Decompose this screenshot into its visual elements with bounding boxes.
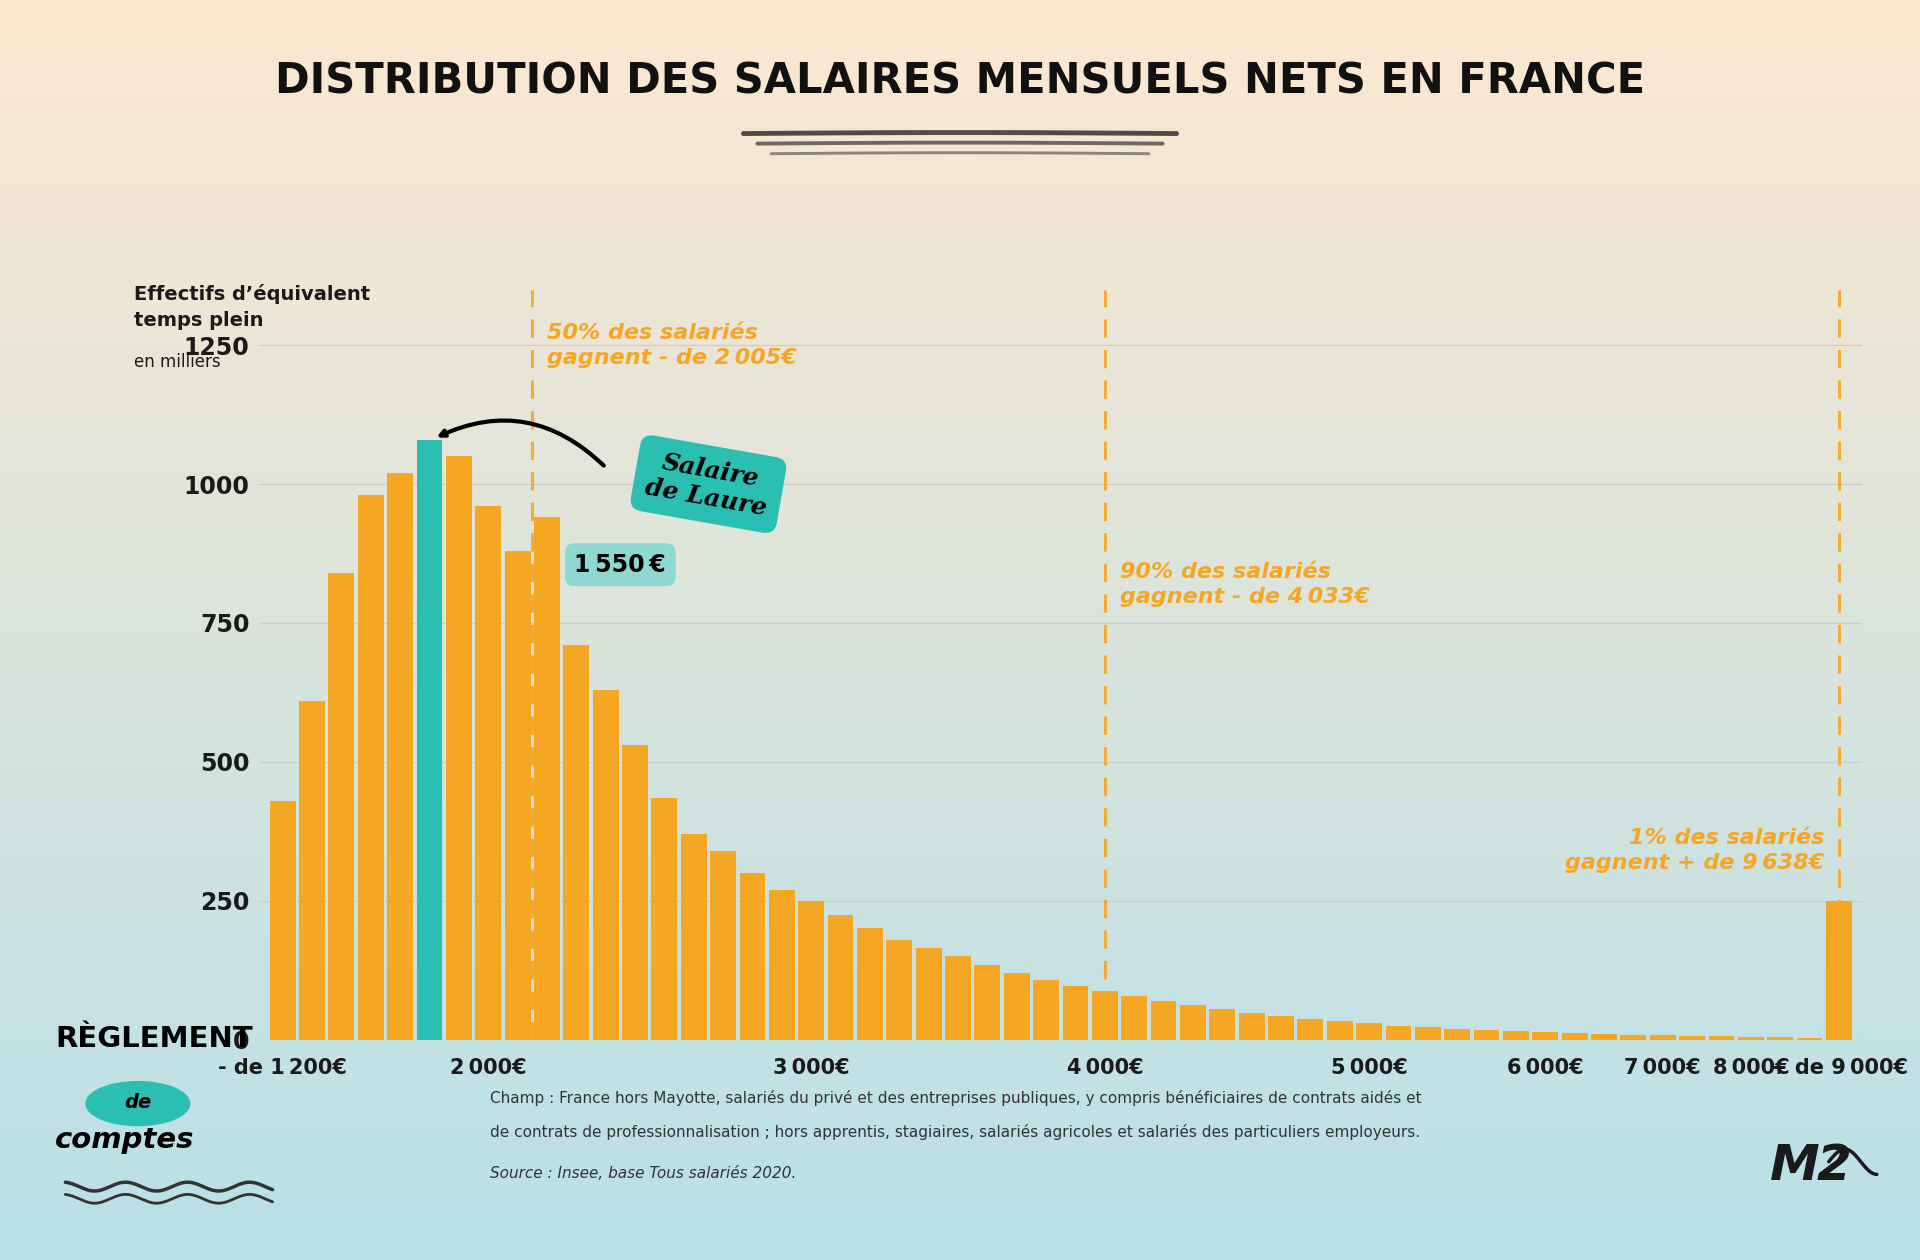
- Text: RÈGLEMENT: RÈGLEMENT: [56, 1026, 253, 1053]
- Bar: [828, 915, 854, 1040]
- Bar: [1766, 1037, 1793, 1040]
- Bar: [505, 551, 530, 1040]
- Bar: [1649, 1034, 1676, 1040]
- Bar: [1620, 1034, 1645, 1040]
- Bar: [1592, 1034, 1617, 1040]
- Bar: [357, 495, 384, 1040]
- Bar: [1150, 1000, 1177, 1040]
- Bar: [768, 890, 795, 1040]
- Bar: [1356, 1023, 1382, 1040]
- Bar: [1444, 1029, 1471, 1039]
- Bar: [1238, 1013, 1265, 1040]
- Bar: [1797, 1038, 1822, 1040]
- Bar: [739, 873, 766, 1040]
- Bar: [1680, 1036, 1705, 1040]
- Text: Source : Insee, base Tous salariés 2020.: Source : Insee, base Tous salariés 2020.: [490, 1166, 797, 1181]
- Bar: [622, 745, 647, 1040]
- Bar: [1210, 1009, 1235, 1040]
- Bar: [945, 956, 972, 1040]
- Bar: [1033, 980, 1060, 1040]
- Bar: [1532, 1032, 1559, 1039]
- Bar: [1826, 901, 1851, 1040]
- Bar: [1181, 1004, 1206, 1040]
- Bar: [534, 518, 561, 1040]
- Bar: [1561, 1033, 1588, 1040]
- Bar: [710, 850, 735, 1040]
- Text: 1 550 €: 1 550 €: [574, 553, 666, 577]
- Bar: [975, 965, 1000, 1040]
- Bar: [417, 440, 442, 1040]
- Text: DISTRIBUTION DES SALAIRES MENSUELS NETS EN FRANCE: DISTRIBUTION DES SALAIRES MENSUELS NETS …: [275, 60, 1645, 103]
- Bar: [563, 645, 589, 1040]
- Text: 90% des salariés
gagnent - de 4 033€: 90% des salariés gagnent - de 4 033€: [1119, 562, 1369, 607]
- Bar: [1327, 1021, 1354, 1040]
- Bar: [651, 798, 678, 1040]
- Bar: [916, 948, 941, 1040]
- Bar: [328, 573, 355, 1040]
- Bar: [682, 834, 707, 1040]
- Bar: [887, 940, 912, 1040]
- Bar: [1298, 1019, 1323, 1040]
- Bar: [1475, 1031, 1500, 1039]
- Text: Effectifs d’équivalent
temps plein: Effectifs d’équivalent temps plein: [134, 284, 371, 330]
- Text: Salaire
de Laure: Salaire de Laure: [643, 449, 774, 520]
- Bar: [1415, 1027, 1440, 1039]
- Text: M: M: [1770, 1142, 1820, 1189]
- Bar: [445, 456, 472, 1040]
- Text: comptes: comptes: [56, 1125, 194, 1154]
- Ellipse shape: [86, 1081, 190, 1125]
- Bar: [1092, 990, 1117, 1040]
- Bar: [271, 800, 296, 1040]
- Bar: [476, 507, 501, 1040]
- Bar: [799, 901, 824, 1040]
- Bar: [1121, 997, 1146, 1040]
- Bar: [388, 472, 413, 1040]
- Text: 2: 2: [1816, 1142, 1851, 1189]
- Bar: [1004, 973, 1029, 1040]
- Bar: [1738, 1037, 1764, 1040]
- Text: Champ : France hors Mayotte, salariés du privé et des entreprises publiques, y c: Champ : France hors Mayotte, salariés du…: [490, 1090, 1421, 1106]
- Bar: [1709, 1036, 1734, 1040]
- Text: de: de: [125, 1092, 152, 1111]
- Bar: [1062, 985, 1089, 1040]
- Bar: [1386, 1026, 1411, 1039]
- Bar: [1267, 1016, 1294, 1040]
- Bar: [593, 689, 618, 1040]
- Text: en milliers: en milliers: [134, 353, 221, 370]
- Text: de contrats de professionnalisation ; hors apprentis, stagiaires, salariés agric: de contrats de professionnalisation ; ho…: [490, 1124, 1419, 1140]
- Text: 50% des salariés
gagnent - de 2 005€: 50% des salariés gagnent - de 2 005€: [547, 323, 797, 368]
- Bar: [300, 701, 324, 1040]
- Bar: [856, 929, 883, 1040]
- Text: 1% des salariés
gagnent + de 9 638€: 1% des salariés gagnent + de 9 638€: [1565, 829, 1824, 873]
- Bar: [1503, 1031, 1528, 1039]
